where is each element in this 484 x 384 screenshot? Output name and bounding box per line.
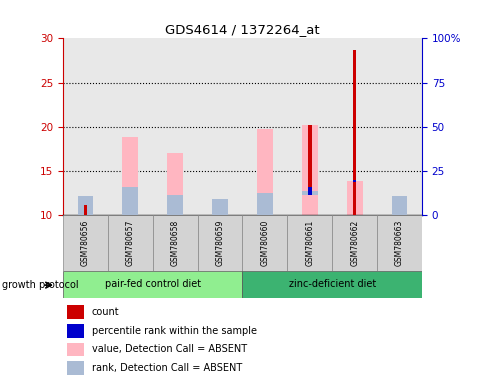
Bar: [197, 215, 242, 271]
Bar: [212, 199, 227, 215]
Text: value, Detection Call = ABSENT: value, Detection Call = ABSENT: [92, 344, 246, 354]
Text: GSM780658: GSM780658: [170, 220, 180, 266]
Bar: [67, 324, 83, 338]
Text: GSM780661: GSM780661: [304, 220, 314, 266]
Bar: [67, 361, 83, 375]
Bar: [257, 193, 272, 215]
Text: GSM780656: GSM780656: [81, 220, 90, 266]
Bar: [307, 187, 311, 195]
Bar: [67, 343, 83, 356]
Text: GSM780660: GSM780660: [260, 220, 269, 266]
Bar: [212, 209, 227, 215]
Title: GDS4614 / 1372264_at: GDS4614 / 1372264_at: [165, 23, 319, 36]
Text: growth protocol: growth protocol: [2, 280, 79, 290]
Text: GSM780659: GSM780659: [215, 220, 224, 266]
Bar: [346, 180, 362, 215]
Bar: [63, 271, 242, 298]
Bar: [107, 215, 152, 271]
Bar: [67, 305, 83, 319]
Bar: [242, 271, 421, 298]
Bar: [77, 204, 93, 215]
Bar: [84, 205, 87, 215]
Bar: [122, 187, 138, 215]
Bar: [287, 215, 332, 271]
Bar: [352, 50, 356, 215]
Bar: [302, 191, 317, 195]
Text: pair-fed control diet: pair-fed control diet: [105, 279, 200, 289]
Bar: [257, 129, 272, 215]
Bar: [302, 125, 317, 215]
Bar: [307, 125, 311, 193]
Bar: [352, 180, 356, 182]
Text: percentile rank within the sample: percentile rank within the sample: [92, 326, 257, 336]
Text: GSM780657: GSM780657: [125, 220, 135, 266]
Bar: [346, 180, 362, 182]
Bar: [63, 215, 107, 271]
Text: GSM780662: GSM780662: [349, 220, 359, 266]
Bar: [167, 195, 182, 215]
Text: count: count: [92, 307, 119, 317]
Bar: [122, 137, 138, 215]
Bar: [152, 215, 197, 271]
Text: GSM780663: GSM780663: [394, 220, 403, 266]
Bar: [167, 153, 182, 215]
Bar: [242, 215, 287, 271]
Bar: [391, 197, 407, 215]
Bar: [391, 197, 407, 215]
Bar: [332, 215, 376, 271]
Bar: [77, 195, 93, 215]
Text: zinc-deficient diet: zinc-deficient diet: [288, 279, 375, 289]
Text: rank, Detection Call = ABSENT: rank, Detection Call = ABSENT: [92, 363, 242, 373]
Bar: [376, 215, 421, 271]
